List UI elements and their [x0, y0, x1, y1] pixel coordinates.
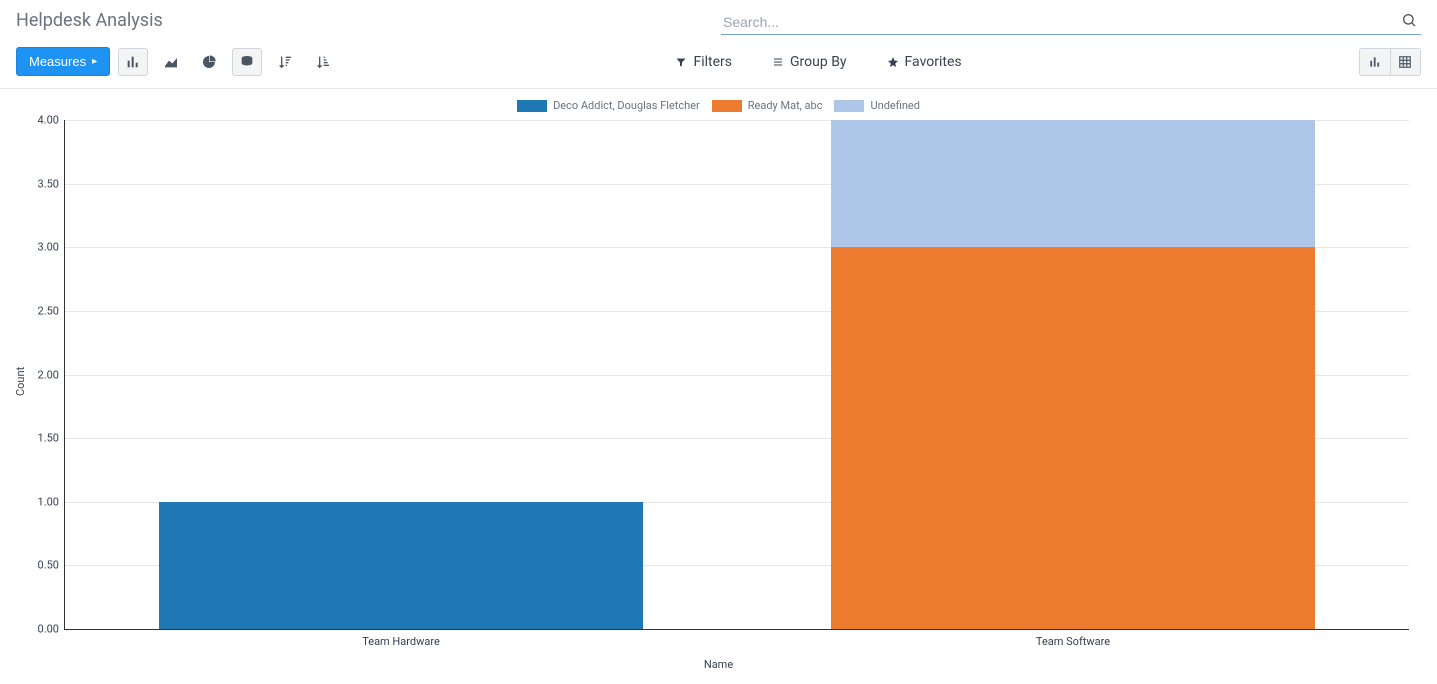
search-icon[interactable] [1401, 12, 1417, 32]
view-switcher [1359, 48, 1421, 76]
chart-plot: 0.000.501.001.502.002.503.003.504.00Team… [64, 120, 1409, 630]
legend-swatch [517, 100, 547, 112]
chart-legend: Deco Addict, Douglas Fletcher Ready Mat, … [16, 95, 1421, 120]
bar-group [159, 502, 643, 629]
bar-segment[interactable] [159, 502, 643, 629]
y-tick-label: 1.50 [25, 432, 59, 445]
y-tick-label: 2.00 [25, 368, 59, 381]
legend-label: Ready Mat, abc [748, 99, 823, 112]
bar-segment[interactable] [831, 120, 1315, 247]
chart-area: Deco Addict, Douglas Fletcher Ready Mat, … [0, 89, 1437, 681]
groupby-label: Group By [790, 54, 847, 70]
bar-segment[interactable] [831, 247, 1315, 629]
funnel-icon [675, 56, 687, 68]
filters-label: Filters [693, 54, 732, 70]
legend-item[interactable]: Undefined [834, 99, 919, 112]
y-tick-label: 0.50 [25, 559, 59, 572]
legend-label: Deco Addict, Douglas Fletcher [553, 99, 700, 112]
favorites-label: Favorites [905, 54, 962, 70]
y-tick-label: 3.00 [25, 241, 59, 254]
stacked-icon[interactable] [232, 48, 262, 76]
y-tick-label: 0.00 [25, 623, 59, 636]
page-title: Helpdesk Analysis [16, 10, 163, 31]
x-tick-label: Team Software [1036, 635, 1110, 648]
pivot-view-icon[interactable] [1390, 49, 1420, 75]
bar-group [831, 120, 1315, 629]
y-tick-label: 4.00 [25, 114, 59, 127]
legend-item[interactable]: Ready Mat, abc [712, 99, 823, 112]
legend-swatch [834, 100, 864, 112]
x-tick-label: Team Hardware [362, 635, 440, 648]
toolbar-center: Filters Group By Favorites [675, 54, 961, 70]
filters-button[interactable]: Filters [675, 54, 732, 70]
x-axis-label: Name [16, 658, 1421, 671]
toolbar-left: Measures ▸ [16, 47, 338, 76]
sort-desc-icon[interactable] [270, 48, 300, 76]
star-icon [887, 56, 899, 68]
search-input[interactable] [721, 10, 1421, 35]
pie-chart-icon[interactable] [194, 48, 224, 76]
measures-button[interactable]: Measures ▸ [16, 47, 110, 76]
caret-right-icon: ▸ [92, 56, 97, 67]
legend-item[interactable]: Deco Addict, Douglas Fletcher [517, 99, 700, 112]
groupby-button[interactable]: Group By [772, 54, 847, 70]
list-icon [772, 56, 784, 68]
y-tick-label: 2.50 [25, 304, 59, 317]
y-tick-label: 3.50 [25, 177, 59, 190]
y-tick-label: 1.00 [25, 495, 59, 508]
search-wrap [721, 10, 1421, 35]
area-chart-icon[interactable] [156, 48, 186, 76]
favorites-button[interactable]: Favorites [887, 54, 962, 70]
graph-view-icon[interactable] [1360, 49, 1390, 75]
sort-asc-icon[interactable] [308, 48, 338, 76]
measures-label: Measures [29, 54, 86, 69]
bar-chart-icon[interactable] [118, 48, 148, 76]
legend-label: Undefined [870, 99, 919, 112]
legend-swatch [712, 100, 742, 112]
